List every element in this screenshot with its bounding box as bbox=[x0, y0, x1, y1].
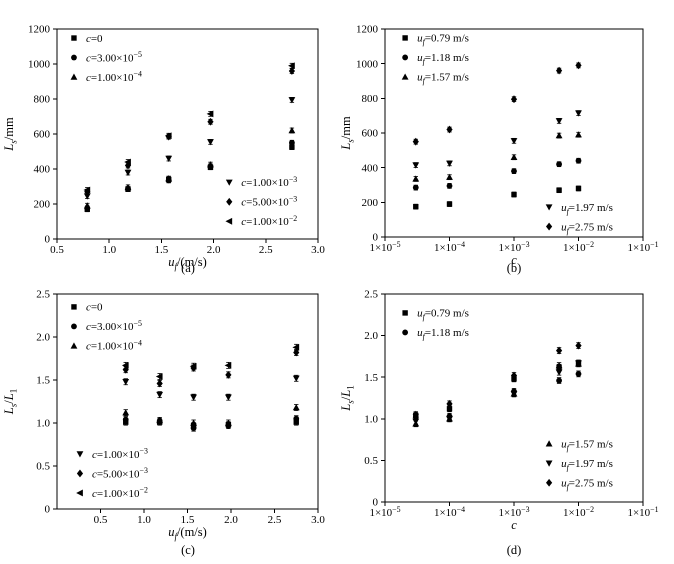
svg-text:2.0: 2.0 bbox=[224, 514, 238, 526]
svg-text:uf=0.79 m/s: uf=0.79 m/s bbox=[417, 33, 469, 47]
svg-text:c=1.00×10−3: c=1.00×10−3 bbox=[92, 447, 148, 461]
svg-text:1200: 1200 bbox=[356, 24, 379, 36]
svg-text:uf=1.57 m/s: uf=1.57 m/s bbox=[561, 439, 613, 453]
svg-text:Ls/mm: Ls/mm bbox=[2, 117, 18, 152]
panel-b-caption: (b) bbox=[506, 261, 522, 275]
svg-text:1.0: 1.0 bbox=[137, 514, 151, 526]
svg-text:c=1.00×10−2: c=1.00×10−2 bbox=[241, 214, 297, 228]
svg-text:0.5: 0.5 bbox=[364, 455, 378, 467]
svg-text:0: 0 bbox=[45, 504, 51, 516]
svg-text:400: 400 bbox=[34, 164, 51, 176]
svg-text:1×10−2: 1×10−2 bbox=[563, 240, 594, 254]
svg-text:1×10−5: 1×10−5 bbox=[369, 505, 400, 519]
svg-text:uf/(m/s): uf/(m/s) bbox=[168, 255, 207, 271]
svg-text:1×10−1: 1×10−1 bbox=[627, 240, 658, 254]
svg-text:1000: 1000 bbox=[356, 58, 379, 70]
panel-b: 1×10−5 1×10−4 1×10−3 1×10−2 1×10−1 0 200 400 600… bbox=[337, 0, 674, 282]
svg-text:2.5: 2.5 bbox=[268, 514, 282, 526]
svg-text:3.0: 3.0 bbox=[311, 514, 325, 526]
panel-c-chart: 0.5 1.0 1.5 2.0 2.5 3.0 0 0.5 1.0 1.5 2.0 2.5 uf/(m/… bbox=[2, 289, 325, 542]
svg-text:600: 600 bbox=[362, 128, 379, 140]
svg-text:uf=1.18 m/s: uf=1.18 m/s bbox=[417, 52, 469, 66]
svg-text:uf=1.57 m/s: uf=1.57 m/s bbox=[417, 72, 469, 86]
svg-text:0: 0 bbox=[373, 232, 379, 244]
svg-text:2.0: 2.0 bbox=[36, 332, 50, 344]
svg-text:1.0: 1.0 bbox=[36, 418, 50, 430]
panel-c-caption: (c) bbox=[181, 543, 195, 557]
svg-text:2.5: 2.5 bbox=[36, 289, 50, 301]
panel-d: 1×10−5 1×10−4 1×10−3 1×10−2 1×10−1 0 0.5 1.0 1.5… bbox=[337, 282, 674, 564]
svg-text:c=1.00×10−3: c=1.00×10−3 bbox=[241, 175, 297, 189]
svg-text:2.5: 2.5 bbox=[259, 244, 273, 256]
svg-text:uf/(m/s): uf/(m/s) bbox=[168, 525, 207, 541]
svg-text:c=3.00×10−5: c=3.00×10−5 bbox=[86, 319, 142, 333]
svg-text:1×10−5: 1×10−5 bbox=[369, 240, 400, 254]
svg-text:c=0: c=0 bbox=[86, 302, 103, 314]
svg-text:uf=1.97 m/s: uf=1.97 m/s bbox=[561, 202, 613, 216]
svg-text:0.5: 0.5 bbox=[94, 514, 108, 526]
panel-d-caption: (d) bbox=[506, 543, 522, 557]
svg-text:c=1.00×10−4: c=1.00×10−4 bbox=[86, 70, 142, 84]
svg-text:c=1.00×10−2: c=1.00×10−2 bbox=[92, 486, 148, 500]
svg-text:uf=0.79 m/s: uf=0.79 m/s bbox=[417, 308, 469, 322]
panel-a-caption: (a) bbox=[181, 261, 195, 275]
svg-text:1.5: 1.5 bbox=[36, 375, 50, 387]
svg-text:uf=1.97 m/s: uf=1.97 m/s bbox=[561, 458, 613, 472]
svg-text:1×10−4: 1×10−4 bbox=[434, 240, 465, 254]
svg-text:Ls/mm: Ls/mm bbox=[339, 116, 355, 151]
svg-text:1×10−2: 1×10−2 bbox=[563, 505, 594, 519]
svg-text:c: c bbox=[511, 518, 517, 532]
svg-text:1×10−4: 1×10−4 bbox=[434, 505, 465, 519]
svg-text:Ls/L1: Ls/L1 bbox=[2, 389, 18, 415]
svg-text:2.0: 2.0 bbox=[207, 244, 221, 256]
panel-d-chart: 1×10−5 1×10−4 1×10−3 1×10−2 1×10−1 0 0.5 1.0 1.5… bbox=[339, 289, 659, 532]
panel-b-chart: 1×10−5 1×10−4 1×10−3 1×10−2 1×10−1 0 200 400 600… bbox=[339, 24, 659, 267]
svg-text:c=5.00×10−3: c=5.00×10−3 bbox=[241, 194, 297, 208]
svg-text:800: 800 bbox=[362, 93, 379, 105]
svg-text:1.5: 1.5 bbox=[155, 244, 169, 256]
svg-text:0.5: 0.5 bbox=[50, 244, 64, 256]
svg-text:1.0: 1.0 bbox=[102, 244, 116, 256]
panel-a-chart: 0.5 1.0 1.5 2.0 2.5 3.0 0 200 400 600 800 1000 1200 u… bbox=[2, 24, 325, 272]
panel-c: 0.5 1.0 1.5 2.0 2.5 3.0 0 0.5 1.0 1.5 2.0 2.5 uf/(m/… bbox=[0, 282, 337, 564]
svg-text:1×10−3: 1×10−3 bbox=[498, 505, 529, 519]
svg-text:1.5: 1.5 bbox=[364, 372, 378, 384]
svg-text:3.0: 3.0 bbox=[311, 244, 325, 256]
svg-text:0: 0 bbox=[45, 234, 51, 246]
svg-text:c=1.00×10−4: c=1.00×10−4 bbox=[86, 339, 142, 353]
svg-text:800: 800 bbox=[34, 94, 51, 106]
svg-text:2.0: 2.0 bbox=[364, 330, 378, 342]
svg-text:0.5: 0.5 bbox=[36, 461, 50, 473]
svg-text:200: 200 bbox=[34, 199, 51, 211]
svg-text:Ls/L1: Ls/L1 bbox=[339, 385, 355, 411]
svg-text:c: c bbox=[511, 253, 517, 267]
svg-text:1000: 1000 bbox=[28, 59, 51, 71]
svg-text:400: 400 bbox=[362, 162, 379, 174]
svg-text:uf=2.75 m/s: uf=2.75 m/s bbox=[561, 221, 613, 235]
svg-text:uf=2.75 m/s: uf=2.75 m/s bbox=[561, 478, 613, 492]
svg-text:1×10−3: 1×10−3 bbox=[498, 240, 529, 254]
svg-text:0: 0 bbox=[373, 497, 379, 509]
svg-text:1×10−1: 1×10−1 bbox=[627, 505, 658, 519]
svg-text:1.5: 1.5 bbox=[181, 514, 195, 526]
svg-text:c=0: c=0 bbox=[86, 33, 103, 45]
svg-text:1.0: 1.0 bbox=[364, 413, 378, 425]
svg-text:1200: 1200 bbox=[28, 24, 51, 36]
svg-text:600: 600 bbox=[34, 129, 51, 141]
svg-text:uf=1.18 m/s: uf=1.18 m/s bbox=[417, 327, 469, 341]
svg-text:2.5: 2.5 bbox=[364, 289, 378, 301]
panel-a: 0.5 1.0 1.5 2.0 2.5 3.0 0 200 400 600 800 1000 1200 u… bbox=[0, 0, 337, 282]
svg-text:c=5.00×10−3: c=5.00×10−3 bbox=[92, 466, 148, 480]
svg-text:c=3.00×10−5: c=3.00×10−5 bbox=[86, 50, 142, 64]
svg-text:200: 200 bbox=[362, 197, 379, 209]
